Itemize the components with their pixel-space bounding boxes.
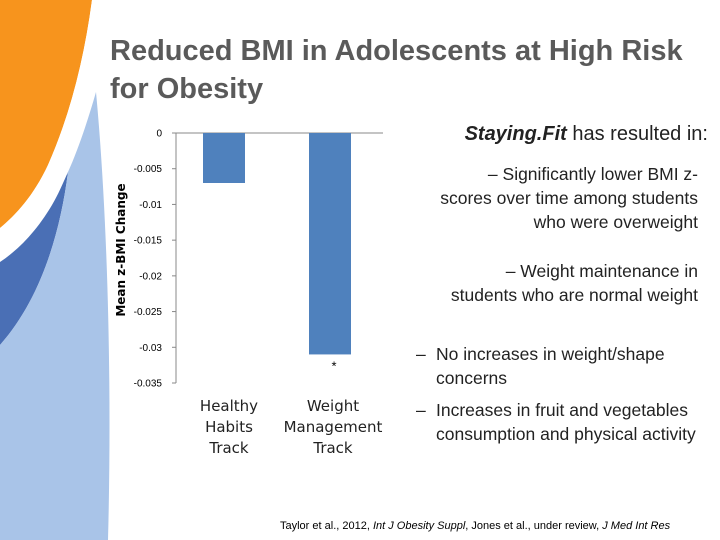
x-tick-label: Weight Management Track [283, 397, 383, 457]
y-tick-label: 0 [156, 129, 162, 140]
y-tick-label: -0.02 [139, 271, 162, 282]
bullet-item: – Significantly lower BMI z-scores over … [440, 164, 698, 232]
y-tick-label: -0.035 [134, 379, 163, 390]
results-heading: Staying.Fit has resulted in: [464, 123, 708, 145]
blue-swoosh [0, 172, 68, 345]
x-tick-label: Healthy Habits Track [199, 397, 259, 457]
y-tick-label: -0.03 [139, 343, 162, 354]
y-tick-label: -0.025 [134, 307, 163, 318]
bar [309, 133, 351, 355]
citation: Taylor et al., 2012, Int J Obesity Suppl… [280, 520, 671, 532]
y-tick-label: -0.01 [139, 200, 162, 211]
y-tick-label: -0.005 [134, 164, 163, 175]
white-gap-swoosh [0, 0, 108, 262]
bar-series: * [203, 133, 351, 373]
slide-title: Reduced BMI in Adolescents at High Risk … [110, 35, 683, 105]
brand-name: Staying.Fit [464, 123, 567, 145]
bullet-item: – No increases in weight/shape concerns [416, 344, 665, 388]
bar [203, 133, 245, 183]
orange-swoosh [0, 0, 92, 228]
y-tick-label: -0.015 [134, 236, 163, 247]
bullet-item: – Increases in fruit and vegetables consu… [416, 400, 696, 444]
bullet-item: – Weight maintenance in students who are… [450, 261, 698, 305]
light-blue-swoosh [0, 92, 110, 540]
y-axis-label: Mean z-BMI Change [114, 183, 128, 316]
significance-marker: * [331, 358, 336, 373]
